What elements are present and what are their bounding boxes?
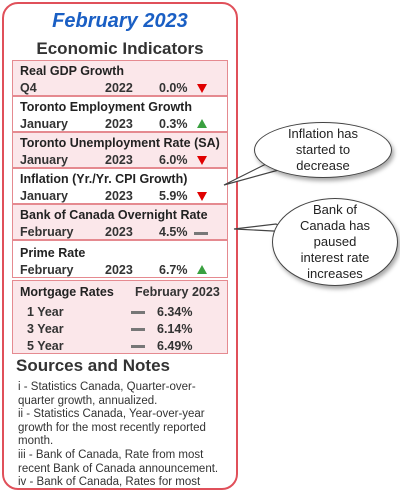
indicator-title: Real GDP Growth	[20, 64, 124, 78]
indicator-value: 5.9%	[159, 189, 188, 203]
down-triangle-icon	[197, 84, 207, 93]
indicator-value: 0.0%	[159, 81, 188, 95]
indicator-inflation: Inflation (Yr./Yr. CPI Growth) January 2…	[12, 168, 228, 204]
up-triangle-icon	[197, 265, 207, 274]
indicator-employment: Toronto Employment Growth January 2023 0…	[12, 96, 228, 132]
page-title: February 2023	[52, 10, 188, 32]
economic-indicators-card: February 2023 Economic Indicators Real G…	[2, 2, 238, 490]
indicator-period: February	[20, 225, 74, 239]
indicator-year: 2023	[105, 117, 133, 131]
indicator-value: 6.0%	[159, 153, 188, 167]
up-triangle-icon	[197, 119, 207, 128]
mortgage-rates-section: Mortgage Rates February 2023 1 Year 6.34…	[12, 280, 228, 354]
mortgage-term: 5 Year	[27, 339, 64, 353]
indicator-title: Toronto Employment Growth	[20, 100, 192, 114]
indicator-year: 2023	[105, 225, 133, 239]
indicator-year: 2022	[105, 81, 133, 95]
note-item: i - Statistics Canada, Quarter-over-quar…	[18, 381, 196, 407]
indicator-year: 2023	[105, 263, 133, 277]
mortgage-value: 6.49%	[157, 339, 193, 353]
mortgage-value: 6.14%	[157, 322, 193, 336]
page-subtitle: Economic Indicators	[36, 39, 204, 58]
boc-callout: Bank of Canada has paused interest rate …	[272, 198, 398, 286]
inflation-callout: Inflation has started to decrease	[254, 122, 392, 178]
indicator-title: Prime Rate	[20, 246, 86, 260]
indicator-period: January	[20, 153, 68, 167]
flat-dash-icon	[131, 345, 145, 348]
indicator-period: Q4	[20, 81, 37, 95]
indicator-period: January	[20, 117, 68, 131]
indicator-year: 2023	[105, 189, 133, 203]
indicator-prime-rate: Prime Rate February 2023 6.7%	[12, 240, 228, 278]
indicator-value: 0.3%	[159, 117, 188, 131]
notes-title: Sources and Notes	[16, 356, 170, 375]
indicator-value: 6.7%	[159, 263, 188, 277]
indicator-value: 4.5%	[159, 225, 188, 239]
mortgage-value: 6.34%	[157, 305, 193, 319]
mortgage-date: February 2023	[135, 285, 220, 299]
mortgage-title: Mortgage Rates	[20, 285, 114, 299]
flat-dash-icon	[131, 311, 145, 314]
note-item: ii - Statistics Canada, Year-over-year g…	[18, 408, 206, 448]
note-item: iv - Bank of Canada, Rates for most rece…	[18, 476, 201, 489]
down-triangle-icon	[197, 156, 207, 165]
boc-callout-text: Bank of Canada has paused interest rate …	[299, 202, 371, 281]
indicator-title: Bank of Canada Overnight Rate	[20, 208, 208, 222]
mortgage-term: 3 Year	[27, 322, 64, 336]
mortgage-term: 1 Year	[27, 305, 64, 319]
note-item: iii - Bank of Canada, Rate from most rec…	[18, 448, 219, 475]
indicator-year: 2023	[105, 153, 133, 167]
inflation-callout-text: Inflation has started to decrease	[287, 126, 359, 173]
indicator-period: February	[20, 263, 74, 277]
indicator-title: Toronto Unemployment Rate (SA)	[20, 136, 220, 150]
indicator-unemployment: Toronto Unemployment Rate (SA) January 2…	[12, 132, 228, 168]
indicator-overnight-rate: Bank of Canada Overnight Rate February 2…	[12, 204, 228, 240]
flat-dash-icon	[131, 328, 145, 331]
indicator-gdp: Real GDP Growth Q4 2022 0.0%	[12, 60, 228, 96]
indicator-period: January	[20, 189, 68, 203]
flat-dash-icon	[194, 232, 208, 235]
down-triangle-icon	[197, 192, 207, 201]
indicator-title: Inflation (Yr./Yr. CPI Growth)	[20, 172, 188, 186]
notes-list: i - Statistics Canada, Quarter-over-quar…	[18, 381, 232, 489]
